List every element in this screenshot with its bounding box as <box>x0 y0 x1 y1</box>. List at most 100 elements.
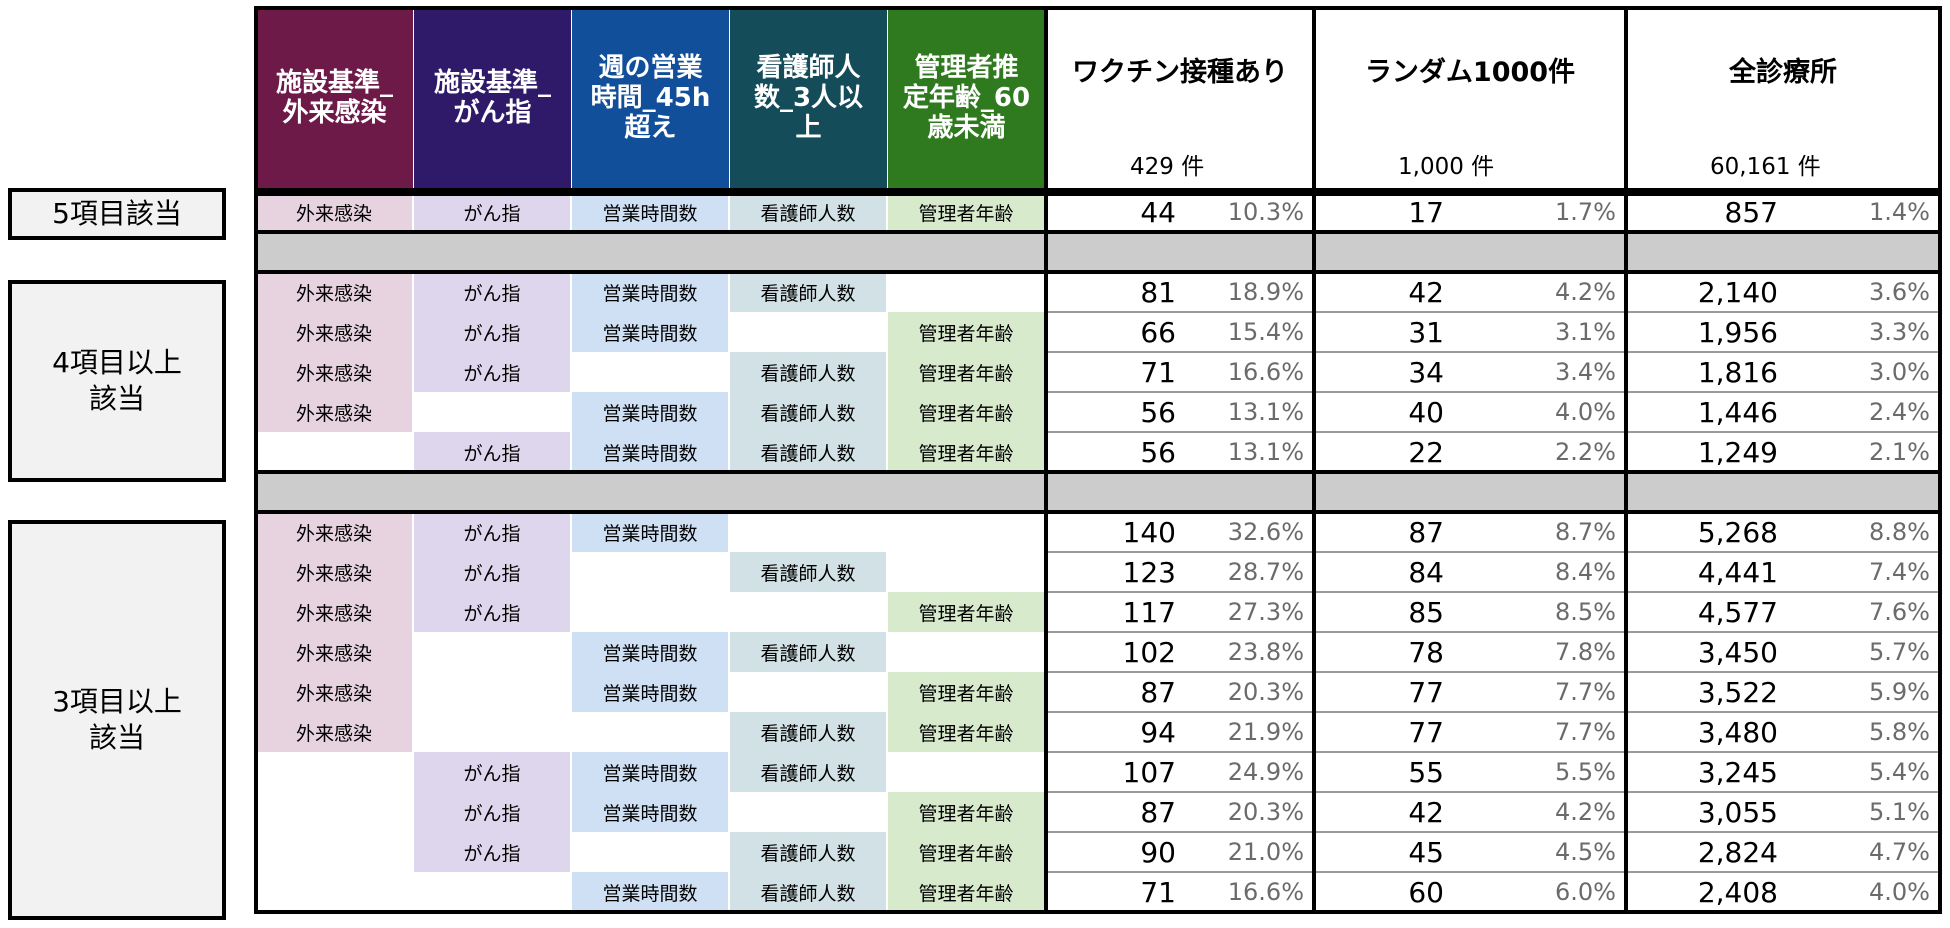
count-random: 42 <box>1408 795 1444 829</box>
percent-all: 1.4% <box>1869 198 1930 226</box>
criteria-cell-nurse: 看護師人数 <box>730 832 886 872</box>
percent-random: 7.8% <box>1555 638 1616 666</box>
row-divider <box>1046 791 1940 793</box>
row-divider <box>1046 711 1940 713</box>
group-header-all-clinics: 全診療所 60,161 件 <box>1626 8 1940 188</box>
count-all: 3,245 <box>1697 755 1778 789</box>
percent-random: 3.1% <box>1555 318 1616 346</box>
count-random: 31 <box>1408 315 1444 349</box>
separator-row <box>256 472 1940 512</box>
count-all: 857 <box>1724 195 1778 229</box>
criteria-cell-cancer <box>414 672 570 712</box>
percent-all: 5.9% <box>1869 678 1930 706</box>
percent-all: 2.1% <box>1869 438 1930 466</box>
criteria-cell-outpatient: 外来感染 <box>256 312 412 352</box>
criteria-cell-nurse: 看護師人数 <box>730 712 886 752</box>
criteria-cell-hours: 営業時間数 <box>572 392 728 432</box>
count-random: 77 <box>1408 675 1444 709</box>
criteria-cell-cancer: がん指 <box>414 192 570 232</box>
count-vaccination: 71 <box>1140 875 1176 909</box>
count-random: 87 <box>1408 515 1444 549</box>
count-vaccination: 90 <box>1140 835 1176 869</box>
header-weekly-hours: 週の営業 時間_45h 超え <box>572 8 730 188</box>
count-random: 84 <box>1408 555 1444 589</box>
criteria-cell-nurse <box>730 512 886 552</box>
count-all: 1,446 <box>1697 395 1778 429</box>
criteria-cell-hours: 営業時間数 <box>572 512 728 552</box>
row-divider <box>1046 631 1940 633</box>
criteria-cell-nurse: 看護師人数 <box>730 432 886 472</box>
count-vaccination: 94 <box>1140 715 1176 749</box>
count-vaccination: 66 <box>1140 315 1176 349</box>
separator-row <box>256 232 1940 272</box>
count-random: 42 <box>1408 275 1444 309</box>
criteria-cell-outpatient: 外来感染 <box>256 712 412 752</box>
count-vaccination: 123 <box>1122 555 1176 589</box>
criteria-cell-manager <box>888 512 1044 552</box>
criteria-cell-hours: 営業時間数 <box>572 192 728 232</box>
criteria-cell-nurse: 看護師人数 <box>730 392 886 432</box>
percent-all: 5.1% <box>1869 798 1930 826</box>
criteria-cell-manager: 管理者年齢 <box>888 832 1044 872</box>
percent-random: 8.5% <box>1555 598 1616 626</box>
criteria-cell-manager: 管理者年齢 <box>888 592 1044 632</box>
criteria-cell-manager: 管理者年齢 <box>888 192 1044 232</box>
criteria-cell-nurse <box>730 792 886 832</box>
percent-random: 2.2% <box>1555 438 1616 466</box>
percent-random: 3.4% <box>1555 358 1616 386</box>
criteria-cell-outpatient <box>256 872 412 912</box>
criteria-cell-hours: 営業時間数 <box>572 872 728 912</box>
percent-vaccination: 32.6% <box>1227 518 1304 546</box>
percent-random: 7.7% <box>1555 718 1616 746</box>
percent-all: 4.7% <box>1869 838 1930 866</box>
count-random: 77 <box>1408 715 1444 749</box>
count-all: 5,268 <box>1697 515 1778 549</box>
percent-all: 3.3% <box>1869 318 1930 346</box>
count-random: 17 <box>1408 195 1444 229</box>
percent-vaccination: 10.3% <box>1227 198 1304 226</box>
row-divider <box>1046 351 1940 353</box>
criteria-cell-outpatient: 外来感染 <box>256 672 412 712</box>
criteria-cell-nurse <box>730 312 886 352</box>
criteria-cell-manager: 管理者年齢 <box>888 712 1044 752</box>
criteria-cell-nurse: 看護師人数 <box>730 552 886 592</box>
group-total: 429 件 <box>1130 154 1205 180</box>
group-header-random-1000: ランダム1000件 1,000 件 <box>1314 8 1626 188</box>
percent-vaccination: 20.3% <box>1227 678 1304 706</box>
row-divider <box>1046 551 1940 553</box>
criteria-cell-cancer <box>414 872 570 912</box>
count-all: 4,577 <box>1697 595 1778 629</box>
criteria-cell-cancer <box>414 392 570 432</box>
group-label-5-items: 5項目該当 <box>8 188 226 240</box>
criteria-cell-cancer: がん指 <box>414 752 570 792</box>
header-manager-age: 管理者推 定年齢_60 歳未満 <box>888 8 1046 188</box>
percent-random: 6.0% <box>1555 878 1616 906</box>
percent-random: 4.2% <box>1555 798 1616 826</box>
header-nurse-count: 看護師人 数_3人以 上 <box>730 8 888 188</box>
count-vaccination: 56 <box>1140 435 1176 469</box>
criteria-cell-outpatient: 外来感染 <box>256 512 412 552</box>
row-divider <box>1046 871 1940 873</box>
count-vaccination: 140 <box>1122 515 1176 549</box>
criteria-cell-outpatient <box>256 792 412 832</box>
criteria-cell-manager <box>888 272 1044 312</box>
row-divider <box>1046 591 1940 593</box>
row-divider <box>1046 831 1940 833</box>
count-all: 3,522 <box>1697 675 1778 709</box>
criteria-cell-manager <box>888 632 1044 672</box>
count-random: 34 <box>1408 355 1444 389</box>
percent-vaccination: 20.3% <box>1227 798 1304 826</box>
criteria-cell-outpatient <box>256 752 412 792</box>
count-random: 22 <box>1408 435 1444 469</box>
count-vaccination: 71 <box>1140 355 1176 389</box>
criteria-cell-outpatient: 外来感染 <box>256 552 412 592</box>
criteria-cell-hours: 営業時間数 <box>572 792 728 832</box>
criteria-cell-hours: 営業時間数 <box>572 272 728 312</box>
criteria-cell-cancer: がん指 <box>414 312 570 352</box>
count-random: 78 <box>1408 635 1444 669</box>
criteria-cell-hours <box>572 832 728 872</box>
criteria-cell-hours <box>572 352 728 392</box>
percent-random: 8.4% <box>1555 558 1616 586</box>
percent-all: 3.6% <box>1869 278 1930 306</box>
count-vaccination: 117 <box>1122 595 1176 629</box>
